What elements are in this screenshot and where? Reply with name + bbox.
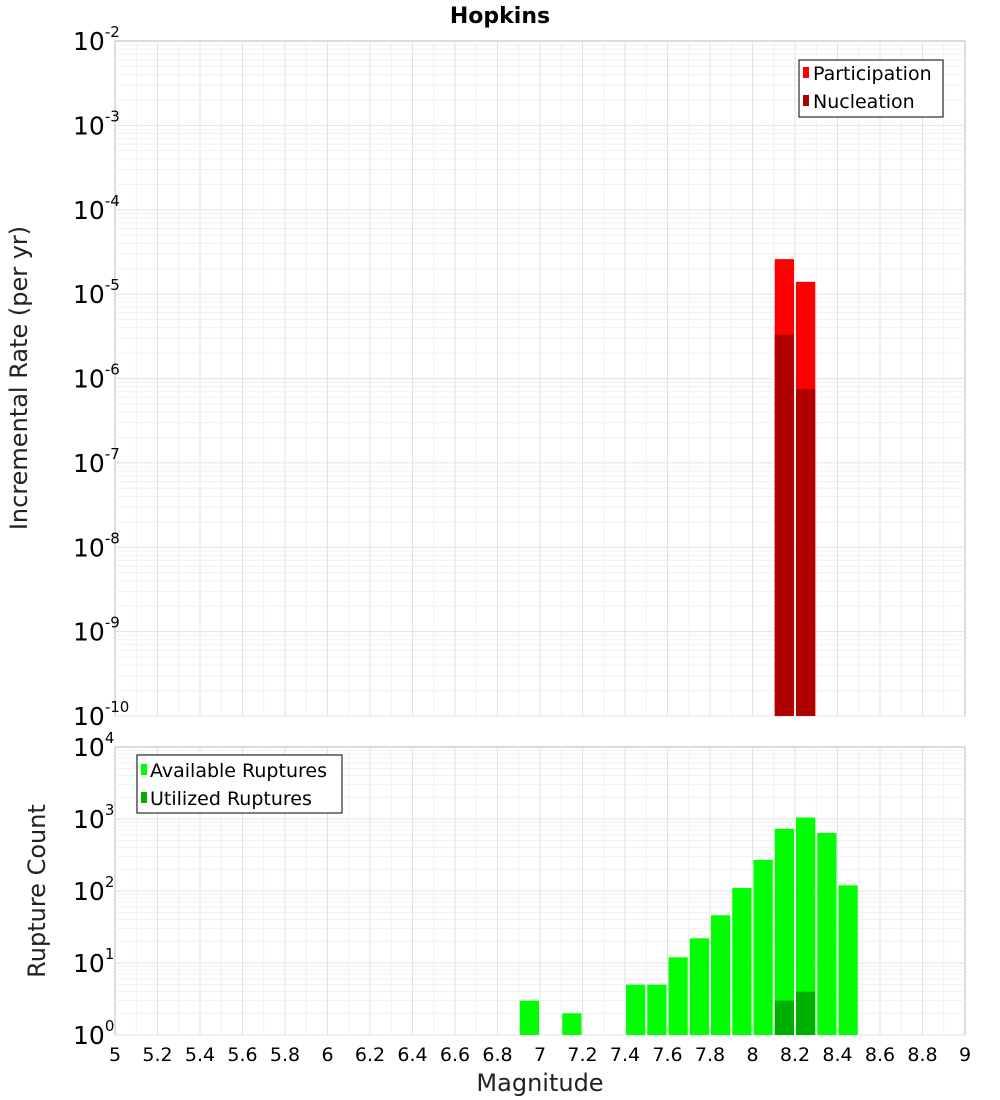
rate-y-axis-label: Incremental Rate (per yr) [5, 226, 33, 530]
rupture-y-tick-label: 104 [73, 729, 114, 762]
nucleation-bar [796, 389, 816, 716]
x-tick-label: 6.8 [482, 1044, 512, 1066]
available-ruptures-bar [732, 888, 752, 1035]
x-tick-label: 9 [959, 1044, 971, 1066]
rupture-y-tick-label: 102 [73, 873, 114, 906]
x-tick-label: 5 [109, 1044, 121, 1066]
x-tick-label: 5.4 [185, 1044, 215, 1066]
utilized-ruptures-bar [774, 1000, 794, 1035]
available-ruptures-bar [774, 828, 794, 1035]
x-tick-label: 6 [321, 1044, 333, 1066]
x-tick-label: 7 [534, 1044, 546, 1066]
nucleation-legend-swatch [803, 95, 809, 106]
rate-y-tick-label: 10-6 [73, 361, 120, 394]
utilized-legend-swatch [141, 792, 147, 803]
available-ruptures-bar [817, 832, 837, 1035]
rate-legend-box [798, 59, 944, 118]
available-ruptures-bar [647, 984, 667, 1035]
rupture-legend: Available Ruptures Utilized Ruptures [136, 754, 343, 814]
rate-y-tick-label: 10-10 [73, 698, 129, 731]
rate-y-tick-label: 10-8 [73, 529, 120, 562]
x-tick-label: 7.2 [567, 1044, 597, 1066]
x-tick-label: 5.6 [227, 1044, 257, 1066]
available-legend-label: Available Ruptures [150, 760, 327, 782]
x-tick-label: 6.6 [440, 1044, 470, 1066]
rupture-count-panel: 100 101 102 103 104 5 5.2 5.4 5.6 5.8 6 6.2 6.4 6.6 6… [23, 729, 971, 1097]
x-tick-label: 8.8 [907, 1044, 937, 1066]
rate-y-ticks: 10-10 10-9 10-8 10-7 10-6 10-5 10-4 10-3 10-2 [73, 23, 129, 731]
available-ruptures-bar [689, 938, 709, 1035]
available-ruptures-bar [796, 817, 816, 1035]
rate-y-tick-label: 10-5 [73, 276, 120, 309]
x-tick-label: 6.4 [397, 1044, 427, 1066]
available-ruptures-bar [838, 885, 858, 1035]
x-tick-label: 5.8 [270, 1044, 300, 1066]
rupture-y-ticks: 100 101 102 103 104 [73, 729, 114, 1050]
rupture-y-tick-label: 101 [73, 945, 114, 978]
rupture-bars [519, 817, 858, 1035]
nucleation-bar [774, 334, 794, 716]
available-ruptures-bar [519, 1000, 539, 1035]
utilized-legend-label: Utilized Ruptures [150, 788, 312, 810]
rate-legend: Participation Nucleation [798, 59, 944, 118]
rate-gridlines [115, 41, 965, 717]
x-tick-label: 7.4 [610, 1044, 640, 1066]
chart-title: Hopkins [450, 4, 550, 29]
rate-y-tick-label: 10-7 [73, 445, 120, 478]
rupture-legend-box [136, 754, 343, 814]
participation-legend-swatch [803, 67, 809, 78]
x-tick-label: 8.2 [780, 1044, 810, 1066]
available-ruptures-bar [753, 859, 773, 1035]
x-tick-label: 5.2 [142, 1044, 172, 1066]
available-ruptures-bar [711, 915, 731, 1035]
utilized-ruptures-bar [796, 991, 816, 1035]
rate-y-tick-label: 10-4 [73, 192, 120, 225]
x-tick-label: 7.8 [695, 1044, 725, 1066]
rupture-y-tick-label: 103 [73, 801, 114, 834]
x-tick-labels: 5 5.2 5.4 5.6 5.8 6 6.2 6.4 6.6 6.8 7 7.2 7.4 7.6 7.8 8… [109, 1044, 971, 1066]
rate-bars [774, 259, 816, 716]
x-tick-label: 6.2 [355, 1044, 385, 1066]
x-axis-label: Magnitude [476, 1069, 603, 1097]
participation-legend-label: Participation [813, 63, 932, 85]
rate-y-tick-label: 10-9 [73, 614, 120, 647]
rate-panel: 10-10 10-9 10-8 10-7 10-6 10-5 10-4 10-3 10-2 In… [5, 23, 966, 731]
rate-y-tick-label: 10-2 [73, 23, 120, 56]
available-legend-swatch [141, 764, 147, 775]
x-tick-label: 8 [746, 1044, 758, 1066]
available-ruptures-bar [668, 957, 688, 1035]
x-tick-label: 7.6 [652, 1044, 682, 1066]
available-ruptures-bar [562, 1013, 582, 1035]
x-tick-label: 8.4 [822, 1044, 852, 1066]
nucleation-legend-label: Nucleation [813, 91, 915, 113]
x-tick-label: 8.6 [865, 1044, 895, 1066]
rupture-y-axis-label: Rupture Count [23, 804, 51, 978]
available-ruptures-bar [626, 984, 646, 1035]
rate-y-tick-label: 10-3 [73, 107, 120, 140]
rupture-y-tick-label: 100 [73, 1017, 114, 1050]
